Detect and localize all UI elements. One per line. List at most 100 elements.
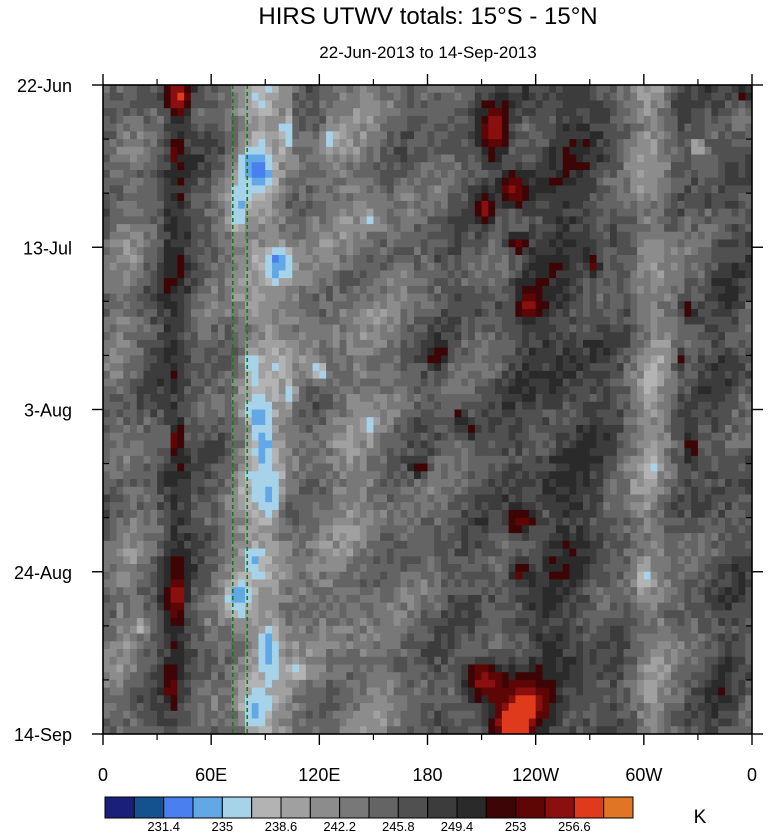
heatmap-cell: [582, 309, 591, 318]
heatmap-cell: [691, 424, 699, 434]
heatmap-cell: [170, 363, 178, 372]
heatmap-cell: [555, 401, 564, 411]
heatmap-cell: [393, 123, 402, 132]
heatmap-cell: [299, 108, 307, 117]
heatmap-cell: [292, 115, 300, 125]
heatmap-cell: [136, 262, 145, 272]
heatmap-cell: [447, 324, 456, 333]
heatmap-cell: [211, 224, 219, 233]
heatmap-cell: [468, 131, 476, 140]
heatmap-cell: [326, 185, 334, 194]
heatmap-cell: [488, 432, 496, 442]
heatmap-cell: [582, 293, 591, 302]
heatmap-cell: [272, 471, 280, 480]
heatmap-cell: [265, 200, 273, 210]
heatmap-cell: [468, 448, 476, 457]
heatmap-cell: [353, 363, 361, 372]
heatmap-cell: [373, 169, 381, 179]
heatmap-cell: [197, 471, 206, 480]
heatmap-cell: [447, 455, 456, 465]
heatmap-cell: [657, 479, 665, 488]
heatmap-cell: [582, 417, 591, 426]
heatmap-cell: [447, 154, 456, 163]
heatmap-cell: [468, 123, 476, 132]
heatmap-cell: [413, 448, 422, 457]
heatmap-cell: [528, 216, 537, 225]
heatmap-cell: [170, 200, 178, 210]
heatmap-cell: [244, 239, 253, 248]
heatmap-cell: [461, 309, 469, 318]
heatmap-cell: [285, 123, 293, 132]
heatmap-cell: [501, 254, 510, 264]
heatmap-cell: [231, 239, 239, 248]
heatmap-cell: [197, 347, 206, 357]
heatmap-cell: [380, 177, 388, 187]
heatmap-cell: [258, 339, 266, 349]
heatmap-cell: [569, 347, 577, 357]
heatmap-cell: [400, 115, 408, 125]
heatmap-cell: [488, 339, 496, 349]
heatmap-cell: [474, 200, 483, 210]
heatmap-cell: [265, 216, 273, 225]
heatmap-cell: [562, 139, 571, 148]
heatmap-cell: [474, 100, 483, 109]
heatmap-cell: [386, 355, 395, 364]
heatmap-cell: [400, 278, 408, 287]
heatmap-cell: [157, 324, 165, 333]
heatmap-cell: [130, 108, 138, 117]
heatmap-cell: [170, 432, 178, 442]
heatmap-cell: [569, 239, 577, 248]
heatmap-cell: [549, 108, 557, 117]
heatmap-cell: [623, 169, 631, 179]
heatmap-cell: [143, 479, 151, 488]
heatmap-cell: [305, 185, 314, 194]
heatmap-cell: [407, 231, 415, 241]
heatmap-cell: [664, 146, 672, 156]
heatmap-cell: [454, 339, 462, 349]
heatmap-cell: [724, 108, 733, 117]
heatmap-cell: [312, 85, 320, 94]
heatmap-cell: [657, 85, 665, 94]
heatmap-cell: [664, 417, 672, 426]
heatmap-cell: [157, 270, 165, 279]
heatmap-cell: [596, 424, 604, 434]
heatmap-cell: [197, 131, 206, 140]
heatmap-cell: [251, 278, 260, 287]
heatmap-cell: [495, 293, 503, 302]
heatmap-cell: [217, 185, 226, 194]
heatmap-cell: [238, 479, 246, 488]
heatmap-cell: [184, 200, 192, 210]
heatmap-cell: [170, 100, 178, 109]
heatmap-cell: [623, 262, 631, 272]
heatmap-cell: [738, 224, 746, 233]
heatmap-cell: [353, 200, 361, 210]
heatmap-cell: [549, 463, 557, 472]
heatmap-cell: [116, 115, 124, 125]
heatmap-cell: [177, 448, 185, 457]
heatmap-cell: [576, 85, 584, 94]
heatmap-cell: [441, 162, 449, 171]
heatmap-cell: [204, 301, 212, 310]
heatmap-cell: [258, 169, 266, 179]
heatmap-cell: [386, 463, 395, 472]
heatmap-cell: [299, 270, 307, 279]
heatmap-cell: [116, 378, 124, 387]
heatmap-cell: [123, 216, 131, 225]
heatmap-cell: [265, 370, 273, 380]
heatmap-cell: [211, 262, 219, 272]
heatmap-cell: [630, 417, 638, 426]
heatmap-cell: [413, 455, 422, 465]
heatmap-cell: [596, 479, 604, 488]
heatmap-cell: [461, 417, 469, 426]
heatmap-cell: [555, 432, 564, 442]
heatmap-cell: [643, 339, 652, 349]
heatmap-cell: [468, 378, 476, 387]
heatmap-cell: [231, 432, 239, 442]
heatmap-cell: [576, 301, 584, 310]
heatmap-cell: [136, 471, 145, 480]
heatmap-cell: [386, 440, 395, 449]
heatmap-cell: [116, 231, 124, 241]
heatmap-cell: [190, 347, 199, 357]
heatmap-cell: [326, 154, 334, 163]
heatmap-cell: [319, 224, 327, 233]
